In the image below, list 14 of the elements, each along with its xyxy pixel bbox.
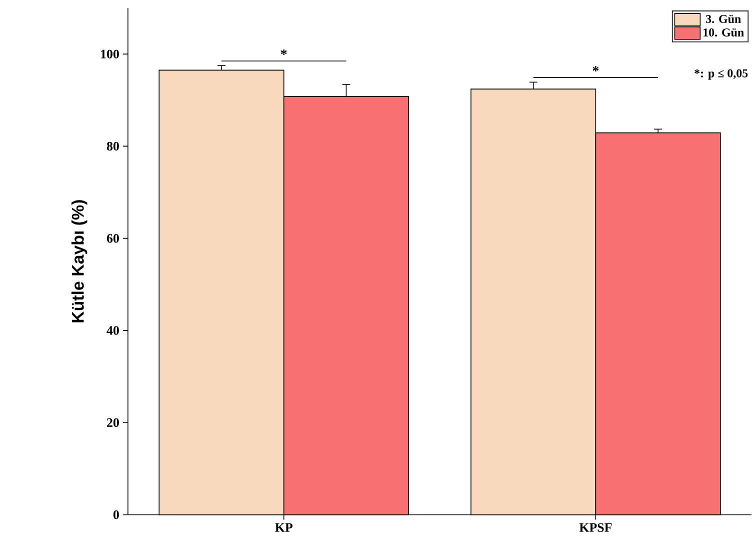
y-tick-label: 40 [106,326,119,335]
y-tick-label: 80 [106,142,119,151]
legend-label: 3. Gün [706,15,741,24]
y-tick-label: 100 [101,50,119,59]
y-tick-label: 20 [107,418,119,428]
y-tick-label: 0 [113,510,119,520]
legend-label: 10. Gün [704,28,744,37]
annotation: * [592,66,599,72]
annotation: *: p ≤ 0,05 [694,69,748,80]
y-axis-title: Kütle Kaybı (%) [71,200,88,322]
y-tick-label: 60 [106,234,119,243]
annotation: * [280,50,287,55]
x-tick-label: KP [275,523,292,532]
x-tick-label: KPSF [579,523,612,532]
